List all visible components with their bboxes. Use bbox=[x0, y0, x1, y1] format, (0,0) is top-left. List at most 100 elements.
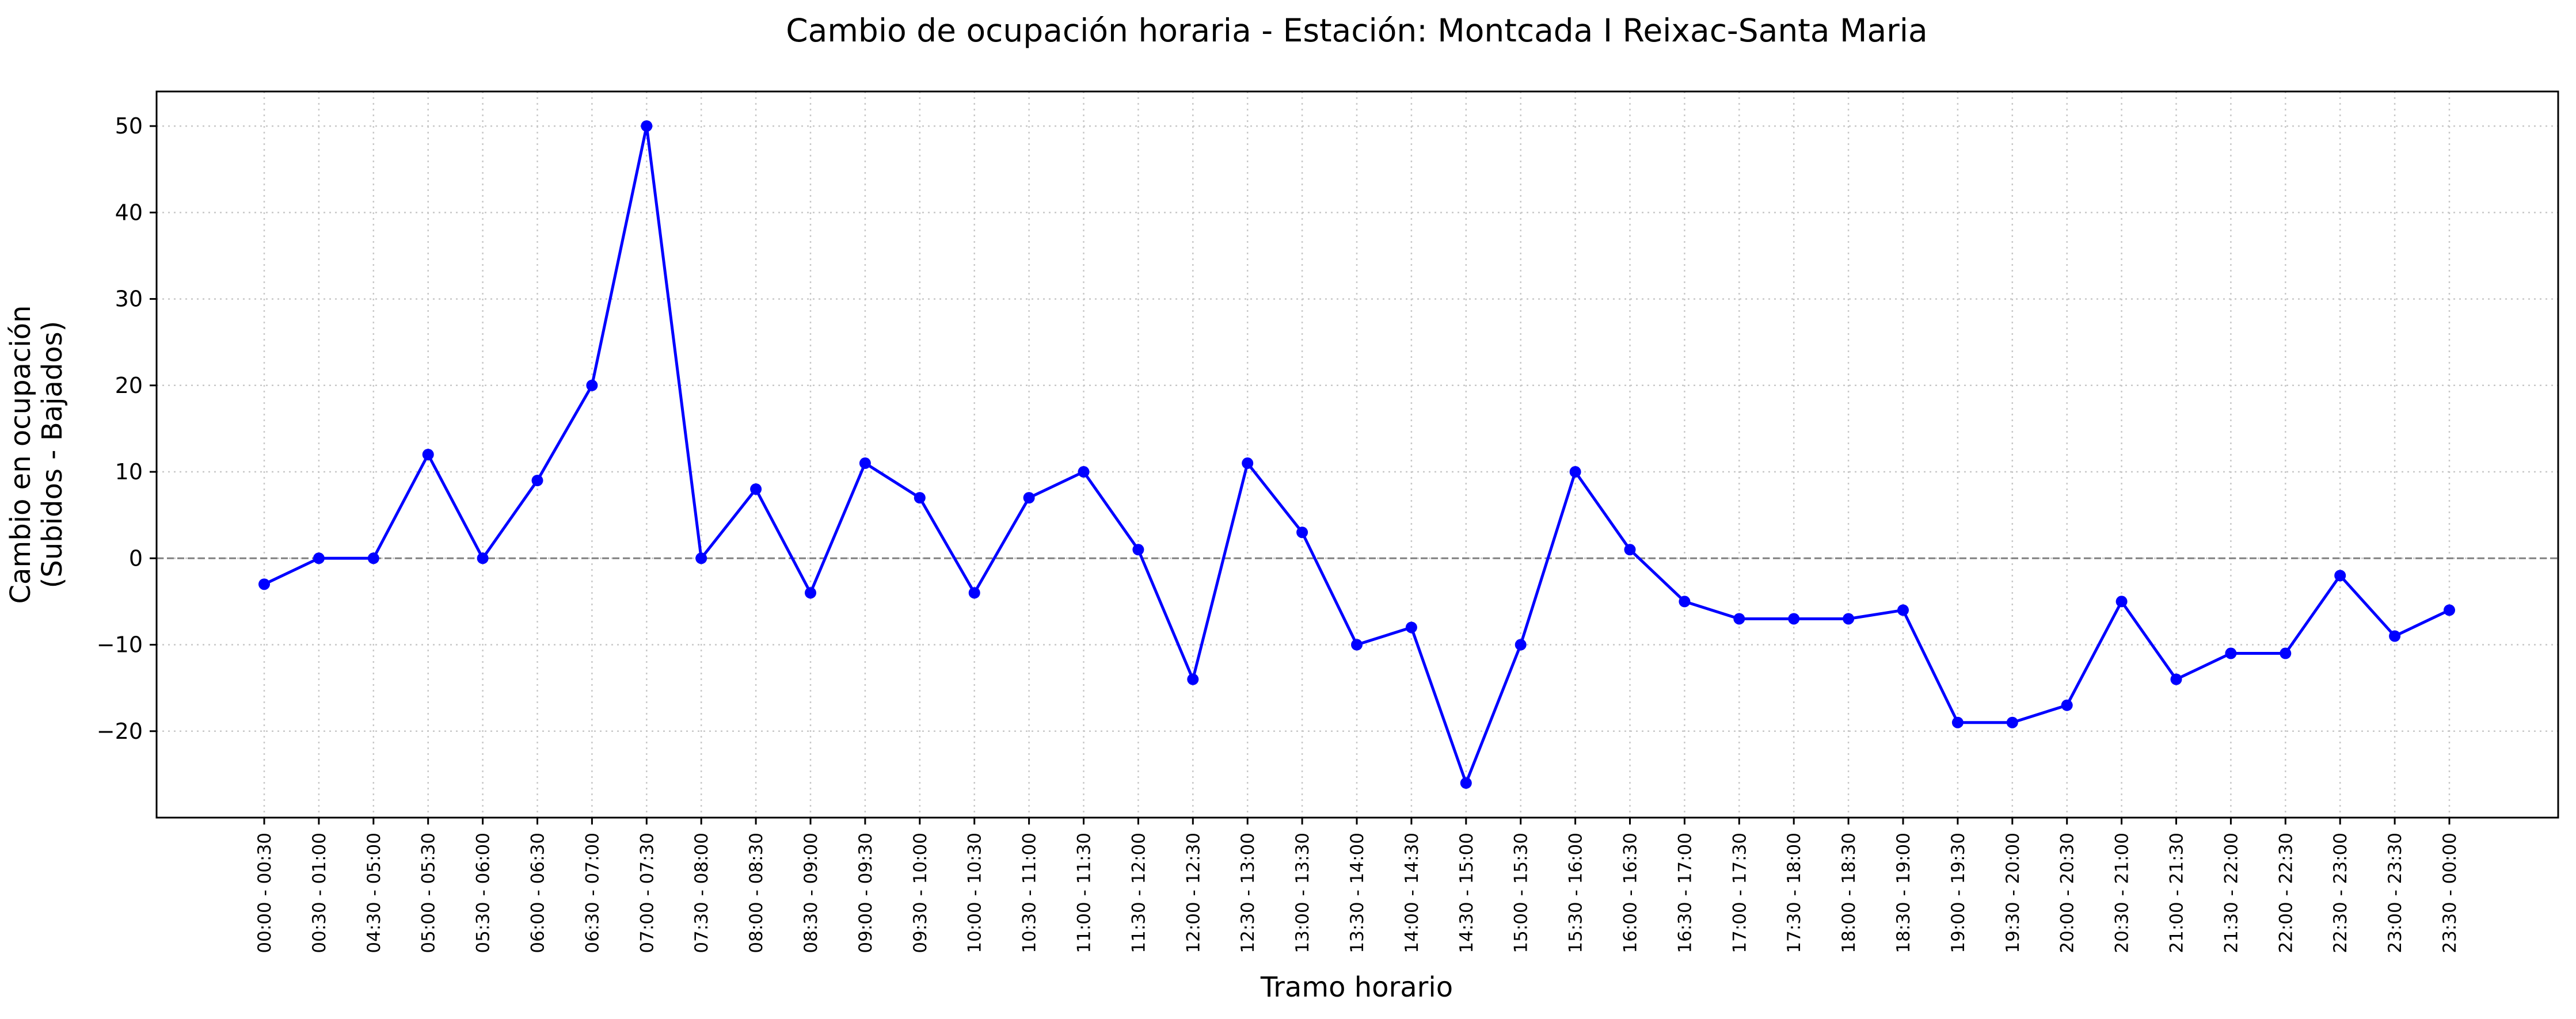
data-point bbox=[2006, 716, 2018, 728]
x-tick-label: 00:30 - 01:00 bbox=[309, 833, 330, 953]
x-tick-label: 15:30 - 16:00 bbox=[1566, 833, 1586, 953]
data-point bbox=[750, 483, 762, 495]
x-tick-label: 06:00 - 06:30 bbox=[528, 833, 549, 953]
x-tick-label: 12:30 - 13:00 bbox=[1238, 833, 1258, 953]
x-tick-label: 05:30 - 06:00 bbox=[473, 833, 494, 953]
data-point bbox=[1460, 777, 1472, 789]
y-axis-label-line2: (Subidos - Bajados) bbox=[36, 321, 69, 589]
x-tick-label: 21:30 - 22:00 bbox=[2221, 833, 2242, 953]
data-point bbox=[1788, 613, 1800, 625]
x-tick-label: 09:00 - 09:30 bbox=[855, 833, 876, 953]
data-point bbox=[1351, 639, 1363, 651]
data-point bbox=[859, 457, 871, 470]
data-point bbox=[1679, 596, 1691, 608]
x-tick-label: 17:30 - 18:00 bbox=[1784, 833, 1805, 953]
data-point bbox=[805, 587, 816, 599]
x-tick-label: 07:30 - 08:00 bbox=[691, 833, 712, 953]
x-tick-label: 16:00 - 16:30 bbox=[1620, 833, 1641, 953]
data-point bbox=[1296, 526, 1308, 539]
data-point bbox=[1897, 604, 1909, 616]
y-tick-label: 40 bbox=[115, 200, 143, 225]
x-tick-label: 14:30 - 15:00 bbox=[1456, 833, 1477, 953]
x-tick-label: 08:00 - 08:30 bbox=[746, 833, 767, 953]
x-tick-label: 22:00 - 22:30 bbox=[2276, 833, 2296, 953]
y-tick-label: −10 bbox=[97, 632, 143, 658]
data-point bbox=[1733, 613, 1745, 625]
data-point bbox=[586, 379, 598, 391]
data-point bbox=[1515, 639, 1527, 651]
x-tick-label: 12:00 - 12:30 bbox=[1183, 833, 1204, 953]
y-axis-ticks: −20 −10 0 10 20 30 40 50 bbox=[97, 113, 157, 744]
data-point bbox=[968, 587, 980, 599]
data-points bbox=[258, 120, 2455, 789]
x-tick-label: 11:00 - 11:30 bbox=[1074, 833, 1095, 953]
x-tick-label: 19:00 - 19:30 bbox=[1948, 833, 1969, 953]
x-tick-label: 11:30 - 12:00 bbox=[1128, 833, 1149, 953]
data-point bbox=[2444, 604, 2455, 616]
data-point bbox=[2280, 647, 2292, 659]
data-point bbox=[531, 475, 543, 487]
x-tick-label: 21:00 - 21:30 bbox=[2167, 833, 2187, 953]
data-point bbox=[1405, 621, 1417, 633]
x-tick-label: 20:00 - 20:30 bbox=[2057, 833, 2078, 953]
x-tick-label: 14:00 - 14:30 bbox=[1402, 833, 1422, 953]
data-point bbox=[1023, 492, 1035, 504]
y-tick-label: 0 bbox=[129, 545, 143, 571]
data-point bbox=[2389, 630, 2401, 642]
data-point bbox=[1242, 457, 1254, 470]
y-tick-label: 30 bbox=[115, 287, 143, 312]
data-point bbox=[422, 449, 434, 460]
y-tick-label: −20 bbox=[97, 719, 143, 744]
data-point bbox=[1132, 544, 1144, 556]
data-point bbox=[1569, 466, 1581, 478]
x-tick-label: 10:30 - 11:00 bbox=[1019, 833, 1040, 953]
chart-title: Cambio de ocupación horaria - Estación: … bbox=[786, 12, 1928, 49]
data-point bbox=[2170, 673, 2182, 685]
x-tick-label: 17:00 - 17:30 bbox=[1729, 833, 1750, 953]
x-tick-label: 08:30 - 09:00 bbox=[801, 833, 821, 953]
x-tick-label: 18:00 - 18:30 bbox=[1839, 833, 1859, 953]
x-tick-label: 20:30 - 21:00 bbox=[2112, 833, 2133, 953]
x-tick-label: 04:30 - 05:00 bbox=[364, 833, 385, 953]
plot-frame bbox=[155, 90, 2559, 819]
y-tick-label: 20 bbox=[115, 373, 143, 398]
data-point bbox=[477, 552, 489, 564]
data-point bbox=[2115, 596, 2128, 608]
data-point bbox=[2225, 647, 2237, 659]
data-point bbox=[2334, 570, 2346, 582]
data-point bbox=[1843, 613, 1855, 625]
x-tick-label: 07:00 - 07:30 bbox=[637, 833, 657, 953]
data-point bbox=[1078, 466, 1090, 478]
x-tick-label: 19:30 - 20:00 bbox=[2003, 833, 2023, 953]
data-point bbox=[367, 552, 379, 564]
data-point bbox=[258, 578, 270, 590]
x-tick-label: 00:00 - 00:30 bbox=[254, 833, 275, 953]
x-axis-ticks: 00:00 - 00:30 00:30 - 01:00 04:30 - 05:00 0… bbox=[254, 818, 2460, 953]
data-point bbox=[2061, 699, 2073, 711]
grid bbox=[157, 91, 2558, 818]
x-tick-label: 23:00 - 23:30 bbox=[2385, 833, 2406, 953]
x-tick-label: 05:00 - 05:30 bbox=[418, 833, 439, 953]
x-tick-label: 10:00 - 10:30 bbox=[965, 833, 985, 953]
x-tick-label: 06:30 - 07:00 bbox=[582, 833, 603, 953]
x-tick-label: 23:30 - 00:00 bbox=[2440, 833, 2460, 953]
x-tick-label: 13:00 - 13:30 bbox=[1292, 833, 1313, 953]
x-axis-label: Tramo horario bbox=[1260, 971, 1453, 1003]
y-tick-label: 10 bbox=[115, 459, 143, 484]
data-point bbox=[313, 552, 325, 564]
data-point bbox=[1187, 673, 1199, 685]
x-tick-label: 15:00 - 15:30 bbox=[1511, 833, 1532, 953]
y-axis-label-line1: Cambio en ocupación bbox=[5, 306, 37, 604]
x-tick-label: 13:30 - 14:00 bbox=[1347, 833, 1368, 953]
data-point bbox=[1951, 716, 1964, 728]
x-tick-label: 09:30 - 10:00 bbox=[910, 833, 931, 953]
x-tick-label: 18:30 - 19:00 bbox=[1893, 833, 1914, 953]
data-point bbox=[641, 120, 653, 132]
data-point bbox=[914, 492, 926, 504]
data-point bbox=[695, 552, 707, 564]
x-tick-label: 16:30 - 17:00 bbox=[1675, 833, 1695, 953]
x-tick-label: 22:30 - 23:00 bbox=[2330, 833, 2351, 953]
y-tick-label: 50 bbox=[115, 113, 143, 139]
data-point bbox=[1624, 544, 1636, 556]
